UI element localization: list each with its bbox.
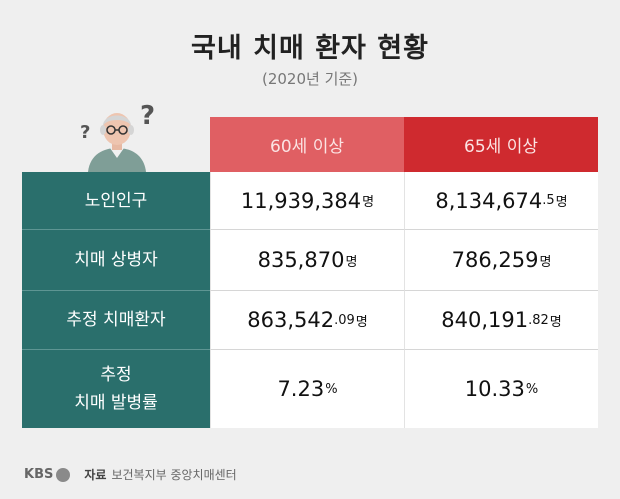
value-unit: 명 <box>355 314 368 330</box>
value-decimal: .5 <box>542 193 555 208</box>
row-label-text: 노인인구 <box>84 190 148 211</box>
value-main: 11,939,384 <box>240 188 362 213</box>
value-main: 835,870 <box>257 248 345 272</box>
page-title: 국내 치매 환자 현황 <box>191 33 429 64</box>
question-mark-icon: ? <box>80 122 90 143</box>
row-label-text-line2: 치매 발병률 <box>74 393 158 413</box>
value-main: 8,134,674 <box>435 188 543 213</box>
value-decimal: .82 <box>528 312 549 328</box>
row-label-dementia-patients: 치매 상병자 <box>22 230 210 291</box>
row-label-text: 치매 상병자 <box>74 250 158 270</box>
header-65-plus: 65세 이상 <box>404 117 598 172</box>
value-elderly-65: 8,134,674.5 명 <box>404 172 598 230</box>
value-main: 10.33 <box>464 377 525 401</box>
value-decimal: .09 <box>334 312 355 328</box>
dementia-table: 60세 이상 65세 이상 노인인구 11,939,384 명 8,134,674… <box>22 117 598 428</box>
value-unit: % <box>325 381 338 397</box>
page-subtitle: (2020년 기준) <box>261 70 359 88</box>
row-label-elderly-population: 노인인구 <box>22 172 210 230</box>
value-rate-60: 7.23% <box>210 350 404 428</box>
kbs-logo: KBS <box>24 467 54 482</box>
value-rate-65: 10.33% <box>404 350 598 428</box>
row-label-text: 추정 치매환자 <box>66 310 166 330</box>
value-estimated-65: 840,191.82 명 <box>404 291 598 350</box>
value-estimated-60: 863,542.09 명 <box>210 291 404 350</box>
source-text: 보건복지부 중앙치매센터 <box>111 468 237 482</box>
header-60-plus: 60세 이상 <box>210 117 404 172</box>
value-main: 7.23 <box>277 377 325 401</box>
row-label-text-line1: 추정 <box>100 365 132 385</box>
value-main: 840,191 <box>441 308 529 332</box>
value-main: 863,542 <box>247 308 335 332</box>
row-label-estimated-patients: 추정 치매환자 <box>22 291 210 350</box>
value-unit: 명 <box>555 195 568 210</box>
source-label: 자료 <box>84 468 107 482</box>
value-elderly-60: 11,939,384 명 <box>210 172 404 230</box>
value-patients-60: 835,870 명 <box>210 230 404 291</box>
value-unit: % <box>525 381 539 397</box>
value-unit: 명 <box>549 314 562 330</box>
elderly-person-icon: ? ? <box>80 101 155 172</box>
value-unit: 명 <box>362 195 375 210</box>
value-patients-65: 786,259 명 <box>404 230 598 291</box>
value-unit: 명 <box>539 254 552 270</box>
question-mark-icon: ? <box>140 101 155 131</box>
table-corner <box>22 117 210 172</box>
value-unit: 명 <box>345 254 358 270</box>
value-main: 786,259 <box>451 248 539 272</box>
kbs-logo-icon <box>56 467 71 482</box>
footer: KBS 자료 보건복지부 중앙치매센터 <box>24 466 237 483</box>
